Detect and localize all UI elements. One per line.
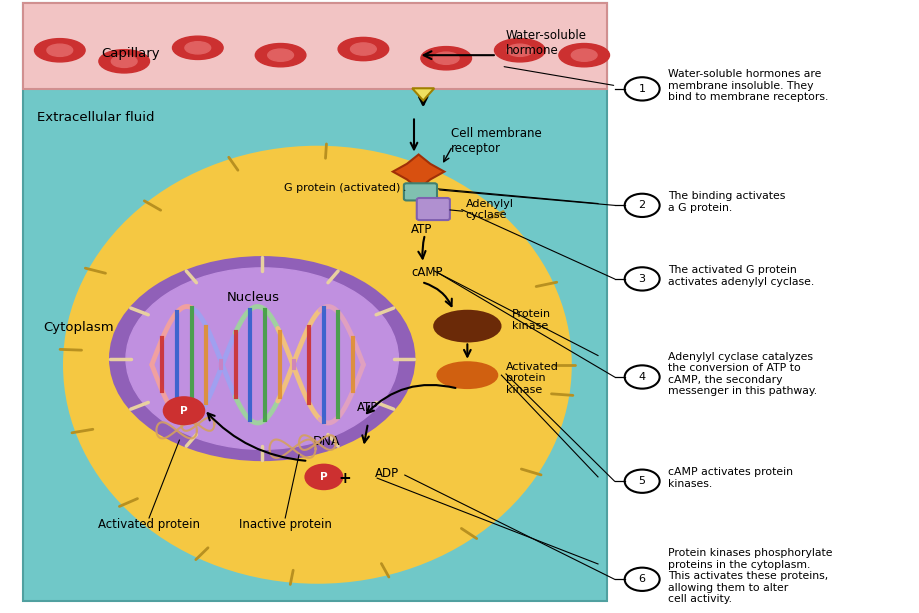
Text: 6: 6: [638, 574, 645, 584]
Ellipse shape: [559, 44, 608, 67]
Ellipse shape: [421, 47, 471, 70]
Ellipse shape: [506, 44, 532, 56]
Circle shape: [126, 268, 398, 449]
Ellipse shape: [494, 39, 544, 62]
Polygon shape: [392, 154, 444, 189]
Circle shape: [624, 194, 659, 217]
Text: +: +: [338, 471, 351, 485]
Text: 1: 1: [638, 84, 645, 94]
Ellipse shape: [571, 49, 596, 61]
Ellipse shape: [64, 147, 570, 582]
Ellipse shape: [173, 36, 223, 59]
Text: 5: 5: [638, 476, 645, 486]
Text: ATP: ATP: [411, 223, 432, 236]
Circle shape: [624, 77, 659, 101]
Text: Activated
protein
kinase: Activated protein kinase: [505, 362, 558, 395]
Circle shape: [110, 257, 414, 460]
Text: Protein kinases phosphorylate
proteins in the cytoplasm.
This activates these pr: Protein kinases phosphorylate proteins i…: [667, 548, 832, 604]
Text: Activated protein: Activated protein: [98, 517, 199, 531]
Text: Extracellular fluid: Extracellular fluid: [37, 111, 154, 124]
Text: Inactive protein: Inactive protein: [239, 517, 331, 531]
Circle shape: [624, 365, 659, 389]
Ellipse shape: [350, 43, 376, 55]
FancyBboxPatch shape: [23, 3, 607, 601]
Text: DNA: DNA: [312, 435, 340, 448]
Text: Capillary: Capillary: [101, 47, 160, 61]
Text: 3: 3: [638, 274, 645, 284]
Text: Adenylyl cyclase catalyzes
the conversion of ATP to
cAMP, the secondary
messenge: Adenylyl cyclase catalyzes the conversio…: [667, 351, 816, 397]
Ellipse shape: [433, 52, 459, 64]
Text: cAMP activates protein
kinases.: cAMP activates protein kinases.: [667, 467, 792, 489]
FancyBboxPatch shape: [403, 183, 437, 200]
Text: ATP: ATP: [357, 400, 379, 414]
Ellipse shape: [437, 362, 497, 388]
Ellipse shape: [267, 49, 293, 61]
Text: G protein (activated): G protein (activated): [284, 183, 400, 193]
Text: ADP: ADP: [375, 466, 399, 480]
Ellipse shape: [185, 42, 210, 54]
Text: P: P: [180, 406, 187, 416]
Text: P: P: [320, 472, 327, 482]
Circle shape: [624, 470, 659, 493]
FancyBboxPatch shape: [416, 198, 449, 220]
Circle shape: [624, 568, 659, 591]
Ellipse shape: [111, 55, 137, 67]
Ellipse shape: [434, 311, 500, 341]
Text: Water-soluble hormones are
membrane insoluble. They
bind to membrane receptors.: Water-soluble hormones are membrane inso…: [667, 69, 827, 102]
Circle shape: [305, 465, 342, 489]
Text: Adenylyl
cyclase: Adenylyl cyclase: [465, 199, 513, 221]
Ellipse shape: [338, 37, 389, 61]
Ellipse shape: [47, 44, 73, 56]
Ellipse shape: [99, 50, 150, 73]
Text: The activated G protein
activates adenylyl cyclase.: The activated G protein activates adenyl…: [667, 265, 813, 287]
Circle shape: [624, 267, 659, 291]
Text: Cell membrane
receptor: Cell membrane receptor: [450, 127, 541, 155]
Text: 2: 2: [638, 200, 645, 210]
Polygon shape: [412, 88, 434, 101]
Text: Cytoplasm: Cytoplasm: [43, 321, 113, 335]
Ellipse shape: [255, 44, 306, 67]
Text: cAMP: cAMP: [411, 266, 442, 280]
FancyBboxPatch shape: [23, 3, 607, 89]
Text: Nucleus: Nucleus: [226, 291, 279, 304]
Circle shape: [164, 397, 204, 424]
Text: Water-soluble
hormone: Water-soluble hormone: [505, 29, 586, 57]
Ellipse shape: [35, 39, 85, 62]
Text: Protein
kinase: Protein kinase: [511, 309, 550, 331]
Text: 4: 4: [638, 372, 645, 382]
Text: The binding activates
a G protein.: The binding activates a G protein.: [667, 191, 785, 213]
